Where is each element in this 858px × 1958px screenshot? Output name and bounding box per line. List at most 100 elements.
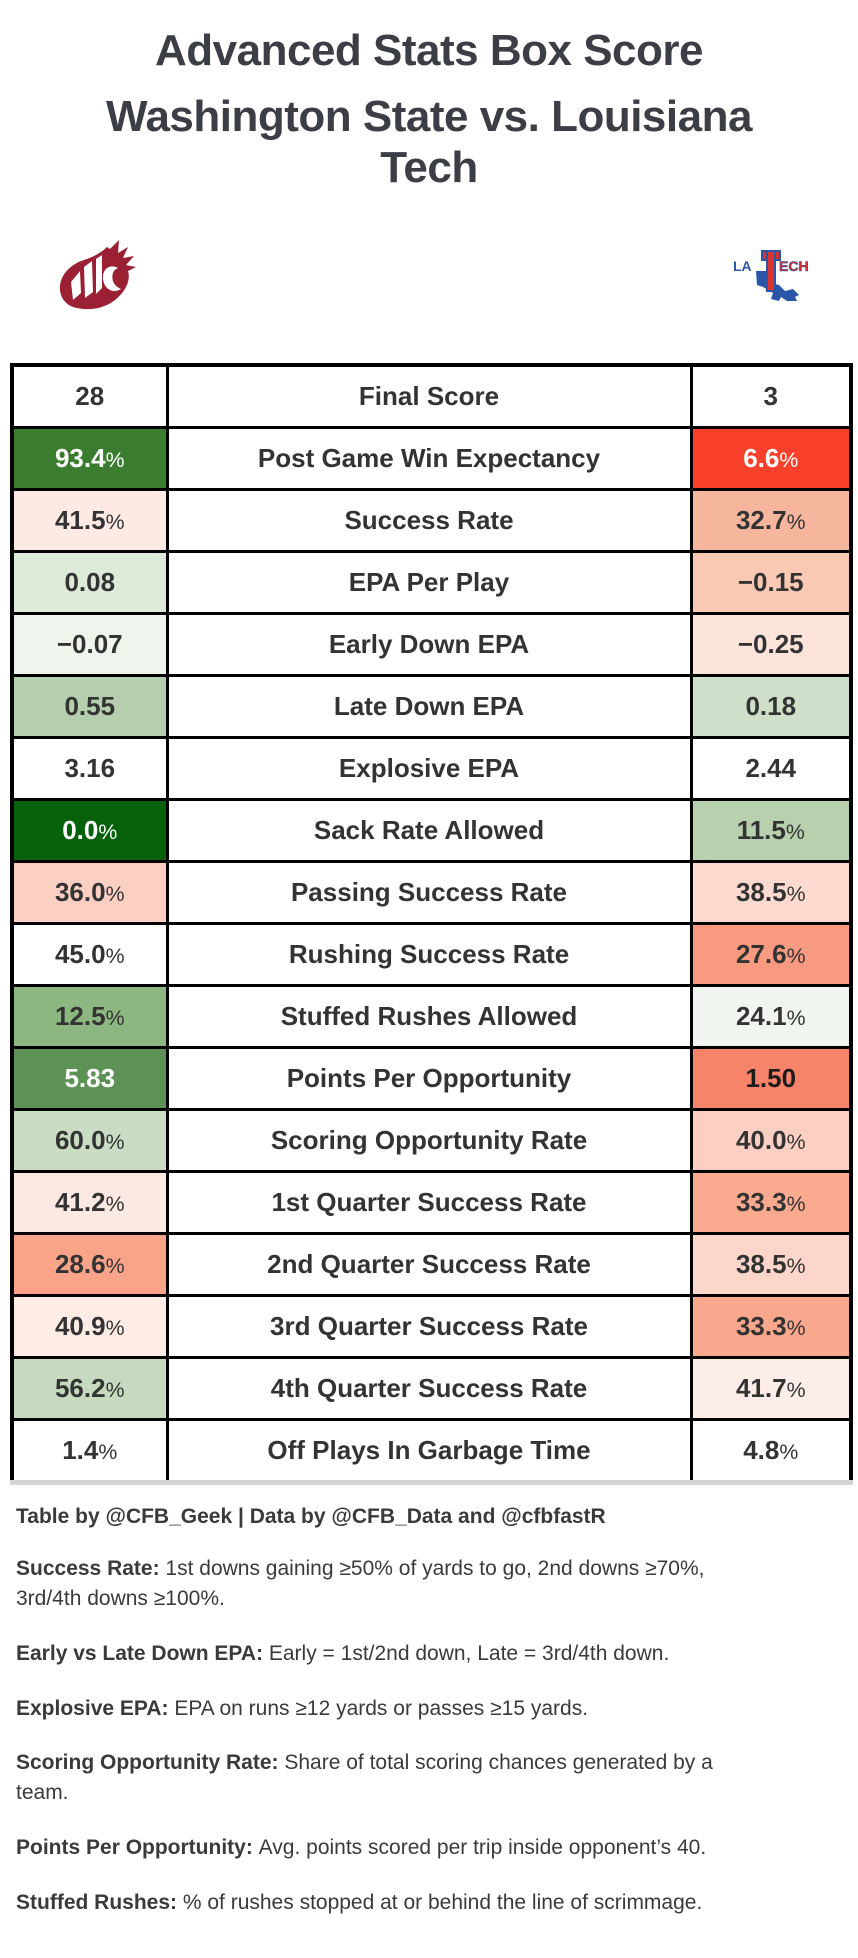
table-row: 0.08 EPA Per Play −0.15 (10, 550, 853, 616)
table-row: 41.2% 1st Quarter Success Rate 33.3% (10, 1170, 853, 1236)
table-row: 3.16 Explosive EPA 2.44 (10, 736, 853, 802)
percent-sign: % (786, 1378, 806, 1403)
percent-sign: % (105, 1378, 125, 1403)
stat-metric-label: 4th Quarter Success Rate (165, 1356, 693, 1422)
table-row: 28 Final Score 3 (10, 363, 853, 430)
stat-value-right: −0.25 (689, 612, 853, 678)
stat-value-right: 24.1% (689, 984, 853, 1050)
stat-value-right: 33.3% (689, 1294, 853, 1360)
stat-metric-label: Success Rate (165, 488, 693, 554)
percent-sign: % (786, 510, 806, 535)
la-tech-icon: LA ECH (733, 249, 809, 301)
footnote-label: Points Per Opportunity: (16, 1836, 259, 1860)
svg-text:ECH: ECH (779, 258, 809, 274)
percent-sign: % (105, 944, 125, 969)
percent-sign: % (105, 1192, 125, 1217)
footnote-text: % of rushes stopped at or behind the lin… (182, 1890, 703, 1914)
footnote-text: Early = 1st/2nd down, Late = 3rd/4th dow… (268, 1641, 670, 1665)
stat-metric-label: Stuffed Rushes Allowed (165, 984, 693, 1050)
stat-value-right: 40.0% (689, 1108, 853, 1174)
footnote-label: Success Rate: (16, 1557, 166, 1581)
stat-value-right: 6.6% (689, 426, 853, 492)
footnote-item: Explosive EPA: EPA on runs ≥12 yards or … (16, 1694, 728, 1724)
percent-sign: % (105, 448, 125, 473)
stat-metric-label: Passing Success Rate (165, 860, 693, 926)
washington-state-logo (48, 231, 154, 324)
stat-value-right: 3 (689, 363, 853, 430)
page-title: Advanced Stats Box Score (155, 26, 703, 75)
footnote-item: Success Rate: 1st downs gaining ≥50% of … (16, 1554, 728, 1614)
table-row: 41.5% Success Rate 32.7% (10, 488, 853, 554)
stats-table: 28 Final Score 3 93.4% Post Game Win Exp… (10, 363, 853, 1486)
footnote-text: Avg. points scored per trip inside oppon… (258, 1836, 707, 1860)
footnote-label: Early vs Late Down EPA: (16, 1641, 269, 1665)
percent-sign: % (779, 1440, 799, 1465)
stat-metric-label: Rushing Success Rate (165, 922, 693, 988)
footnotes: Success Rate: 1st downs gaining ≥50% of … (16, 1554, 728, 1918)
table-row: 93.4% Post Game Win Expectancy 6.6% (10, 426, 853, 492)
percent-sign: % (105, 882, 125, 907)
stat-value-left: 60.0% (10, 1108, 169, 1174)
footnote-item: Stuffed Rushes: % of rushes stopped at o… (16, 1888, 728, 1918)
stat-value-left: 40.9% (10, 1294, 169, 1360)
stat-value-left: 0.0% (10, 798, 169, 864)
stat-metric-label: Post Game Win Expectancy (165, 426, 693, 492)
footnote-item: Scoring Opportunity Rate: Share of total… (16, 1748, 728, 1808)
stat-value-left: 3.16 (10, 736, 169, 802)
table-row: 0.55 Late Down EPA 0.18 (10, 674, 853, 740)
footnote-item: Points Per Opportunity: Avg. points scor… (16, 1833, 728, 1863)
stat-metric-label: Off Plays In Garbage Time (165, 1418, 693, 1485)
page: Advanced Stats Box Score Washington Stat… (0, 26, 858, 1918)
percent-sign: % (785, 820, 805, 845)
table-row: −0.07 Early Down EPA −0.25 (10, 612, 853, 678)
stat-value-right: 27.6% (689, 922, 853, 988)
louisiana-state-shape (756, 270, 799, 301)
stat-value-left: 45.0% (10, 922, 169, 988)
percent-sign: % (105, 1254, 125, 1279)
stat-value-right: 38.5% (689, 1232, 853, 1298)
percent-sign: % (98, 820, 118, 845)
table-row: 56.2% 4th Quarter Success Rate 41.7% (10, 1356, 853, 1422)
stat-value-left: 12.5% (10, 984, 169, 1050)
stat-metric-label: Early Down EPA (165, 612, 693, 678)
credit-line: Table by @CFB_Geek | Data by @CFB_Data a… (16, 1505, 606, 1529)
page-subtitle: Washington State vs. Louisiana Tech (106, 92, 752, 192)
stat-value-left: 0.08 (10, 550, 169, 616)
stat-value-right: 2.44 (689, 736, 853, 802)
wsu-cougar-icon (59, 239, 136, 309)
stat-metric-label: Scoring Opportunity Rate (165, 1108, 693, 1174)
percent-sign: % (786, 1192, 806, 1217)
stat-value-left: 41.2% (10, 1170, 169, 1236)
stat-value-right: 33.3% (689, 1170, 853, 1236)
table-row: 60.0% Scoring Opportunity Rate 40.0% (10, 1108, 853, 1174)
percent-sign: % (786, 1006, 806, 1031)
footnote-label: Explosive EPA: (16, 1696, 175, 1720)
stat-metric-label: Final Score (165, 363, 693, 430)
stat-metric-label: 3rd Quarter Success Rate (165, 1294, 693, 1360)
table-row: 12.5% Stuffed Rushes Allowed 24.1% (10, 984, 853, 1050)
footnote-label: Scoring Opportunity Rate: (16, 1751, 285, 1775)
table-row: 45.0% Rushing Success Rate 27.6% (10, 922, 853, 988)
percent-sign: % (786, 882, 806, 907)
stat-value-right: 11.5% (689, 798, 853, 864)
stats-table-body: 28 Final Score 3 93.4% Post Game Win Exp… (10, 363, 853, 1485)
stat-value-left: 36.0% (10, 860, 169, 926)
stat-value-left: 93.4% (10, 426, 169, 492)
logos-row: LA ECH (0, 231, 858, 323)
table-row: 5.83 Points Per Opportunity 1.50 (10, 1046, 853, 1112)
stat-metric-label: Points Per Opportunity (165, 1046, 693, 1112)
svg-text:LA: LA (733, 258, 752, 274)
footnote-text: EPA on runs ≥12 yards or passes ≥15 yard… (174, 1696, 589, 1720)
stat-value-right: 32.7% (689, 488, 853, 554)
stat-value-right: −0.15 (689, 550, 853, 616)
percent-sign: % (105, 510, 125, 535)
percent-sign: % (105, 1316, 125, 1341)
stat-value-right: 0.18 (689, 674, 853, 740)
percent-sign: % (786, 1130, 806, 1155)
stat-value-left: 1.4% (10, 1418, 169, 1485)
stat-value-left: 0.55 (10, 674, 169, 740)
stat-metric-label: 2nd Quarter Success Rate (165, 1232, 693, 1298)
table-row: 40.9% 3rd Quarter Success Rate 33.3% (10, 1294, 853, 1360)
table-row: 36.0% Passing Success Rate 38.5% (10, 860, 853, 926)
percent-sign: % (98, 1440, 118, 1465)
